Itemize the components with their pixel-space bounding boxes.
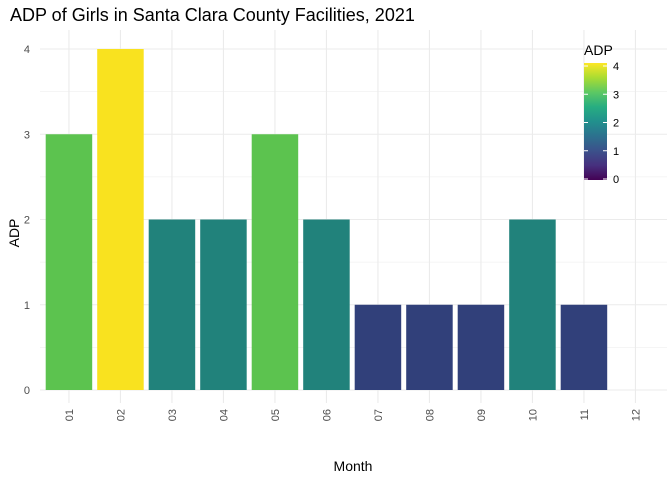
x-tick-label: 10: [527, 409, 539, 421]
legend-label: 3: [613, 89, 619, 101]
bar-09: [457, 304, 505, 390]
bar-04: [200, 219, 247, 390]
bar-01: [45, 134, 93, 390]
x-tick-label: 09: [476, 409, 488, 421]
y-tick-label: 1: [24, 300, 30, 312]
x-tick-label: 05: [270, 409, 282, 421]
x-tick-label: 04: [218, 409, 230, 421]
x-tick-label: 01: [64, 409, 76, 421]
x-axis-ticks: 01 02 03 04 05 06 07 08 09 10 11 12: [64, 409, 643, 421]
bars: [45, 49, 608, 390]
x-tick-label: 11: [579, 409, 591, 420]
y-tick-label: 4: [24, 44, 30, 56]
legend-ticks: 4 3 2 1 0: [584, 61, 619, 186]
y-tick-label: 0: [24, 385, 30, 397]
bar-11: [560, 304, 608, 390]
bar-10: [509, 219, 556, 390]
y-tick-label: 2: [24, 215, 30, 227]
bar-06: [303, 219, 350, 390]
y-tick-label: 3: [24, 129, 30, 141]
legend-label: 0: [613, 174, 619, 186]
legend-label: 2: [613, 118, 619, 130]
x-tick-label: 02: [115, 409, 127, 421]
legend-colorbar: [584, 63, 607, 180]
legend-label: 1: [613, 146, 619, 158]
x-tick-label: 06: [321, 409, 333, 421]
bar-08: [406, 304, 453, 390]
chart-title: ADP of Girls in Santa Clara County Facil…: [10, 5, 415, 25]
legend-title: ADP: [584, 42, 613, 58]
x-tick-label: 08: [424, 409, 436, 421]
legend: ADP 4 3 2 1 0: [584, 42, 619, 186]
legend-label: 4: [613, 61, 619, 73]
x-tick-label: 07: [373, 409, 385, 421]
bar-03: [148, 219, 196, 390]
bar-07: [354, 304, 402, 390]
x-tick-label: 12: [630, 409, 642, 421]
x-axis-title: Month: [334, 458, 373, 474]
x-tick-label: 03: [167, 409, 179, 421]
y-axis-ticks: 0 1 2 3 4: [24, 44, 30, 397]
bar-05: [251, 134, 299, 390]
bar-02: [97, 49, 144, 390]
y-axis-title: ADP: [6, 219, 22, 248]
